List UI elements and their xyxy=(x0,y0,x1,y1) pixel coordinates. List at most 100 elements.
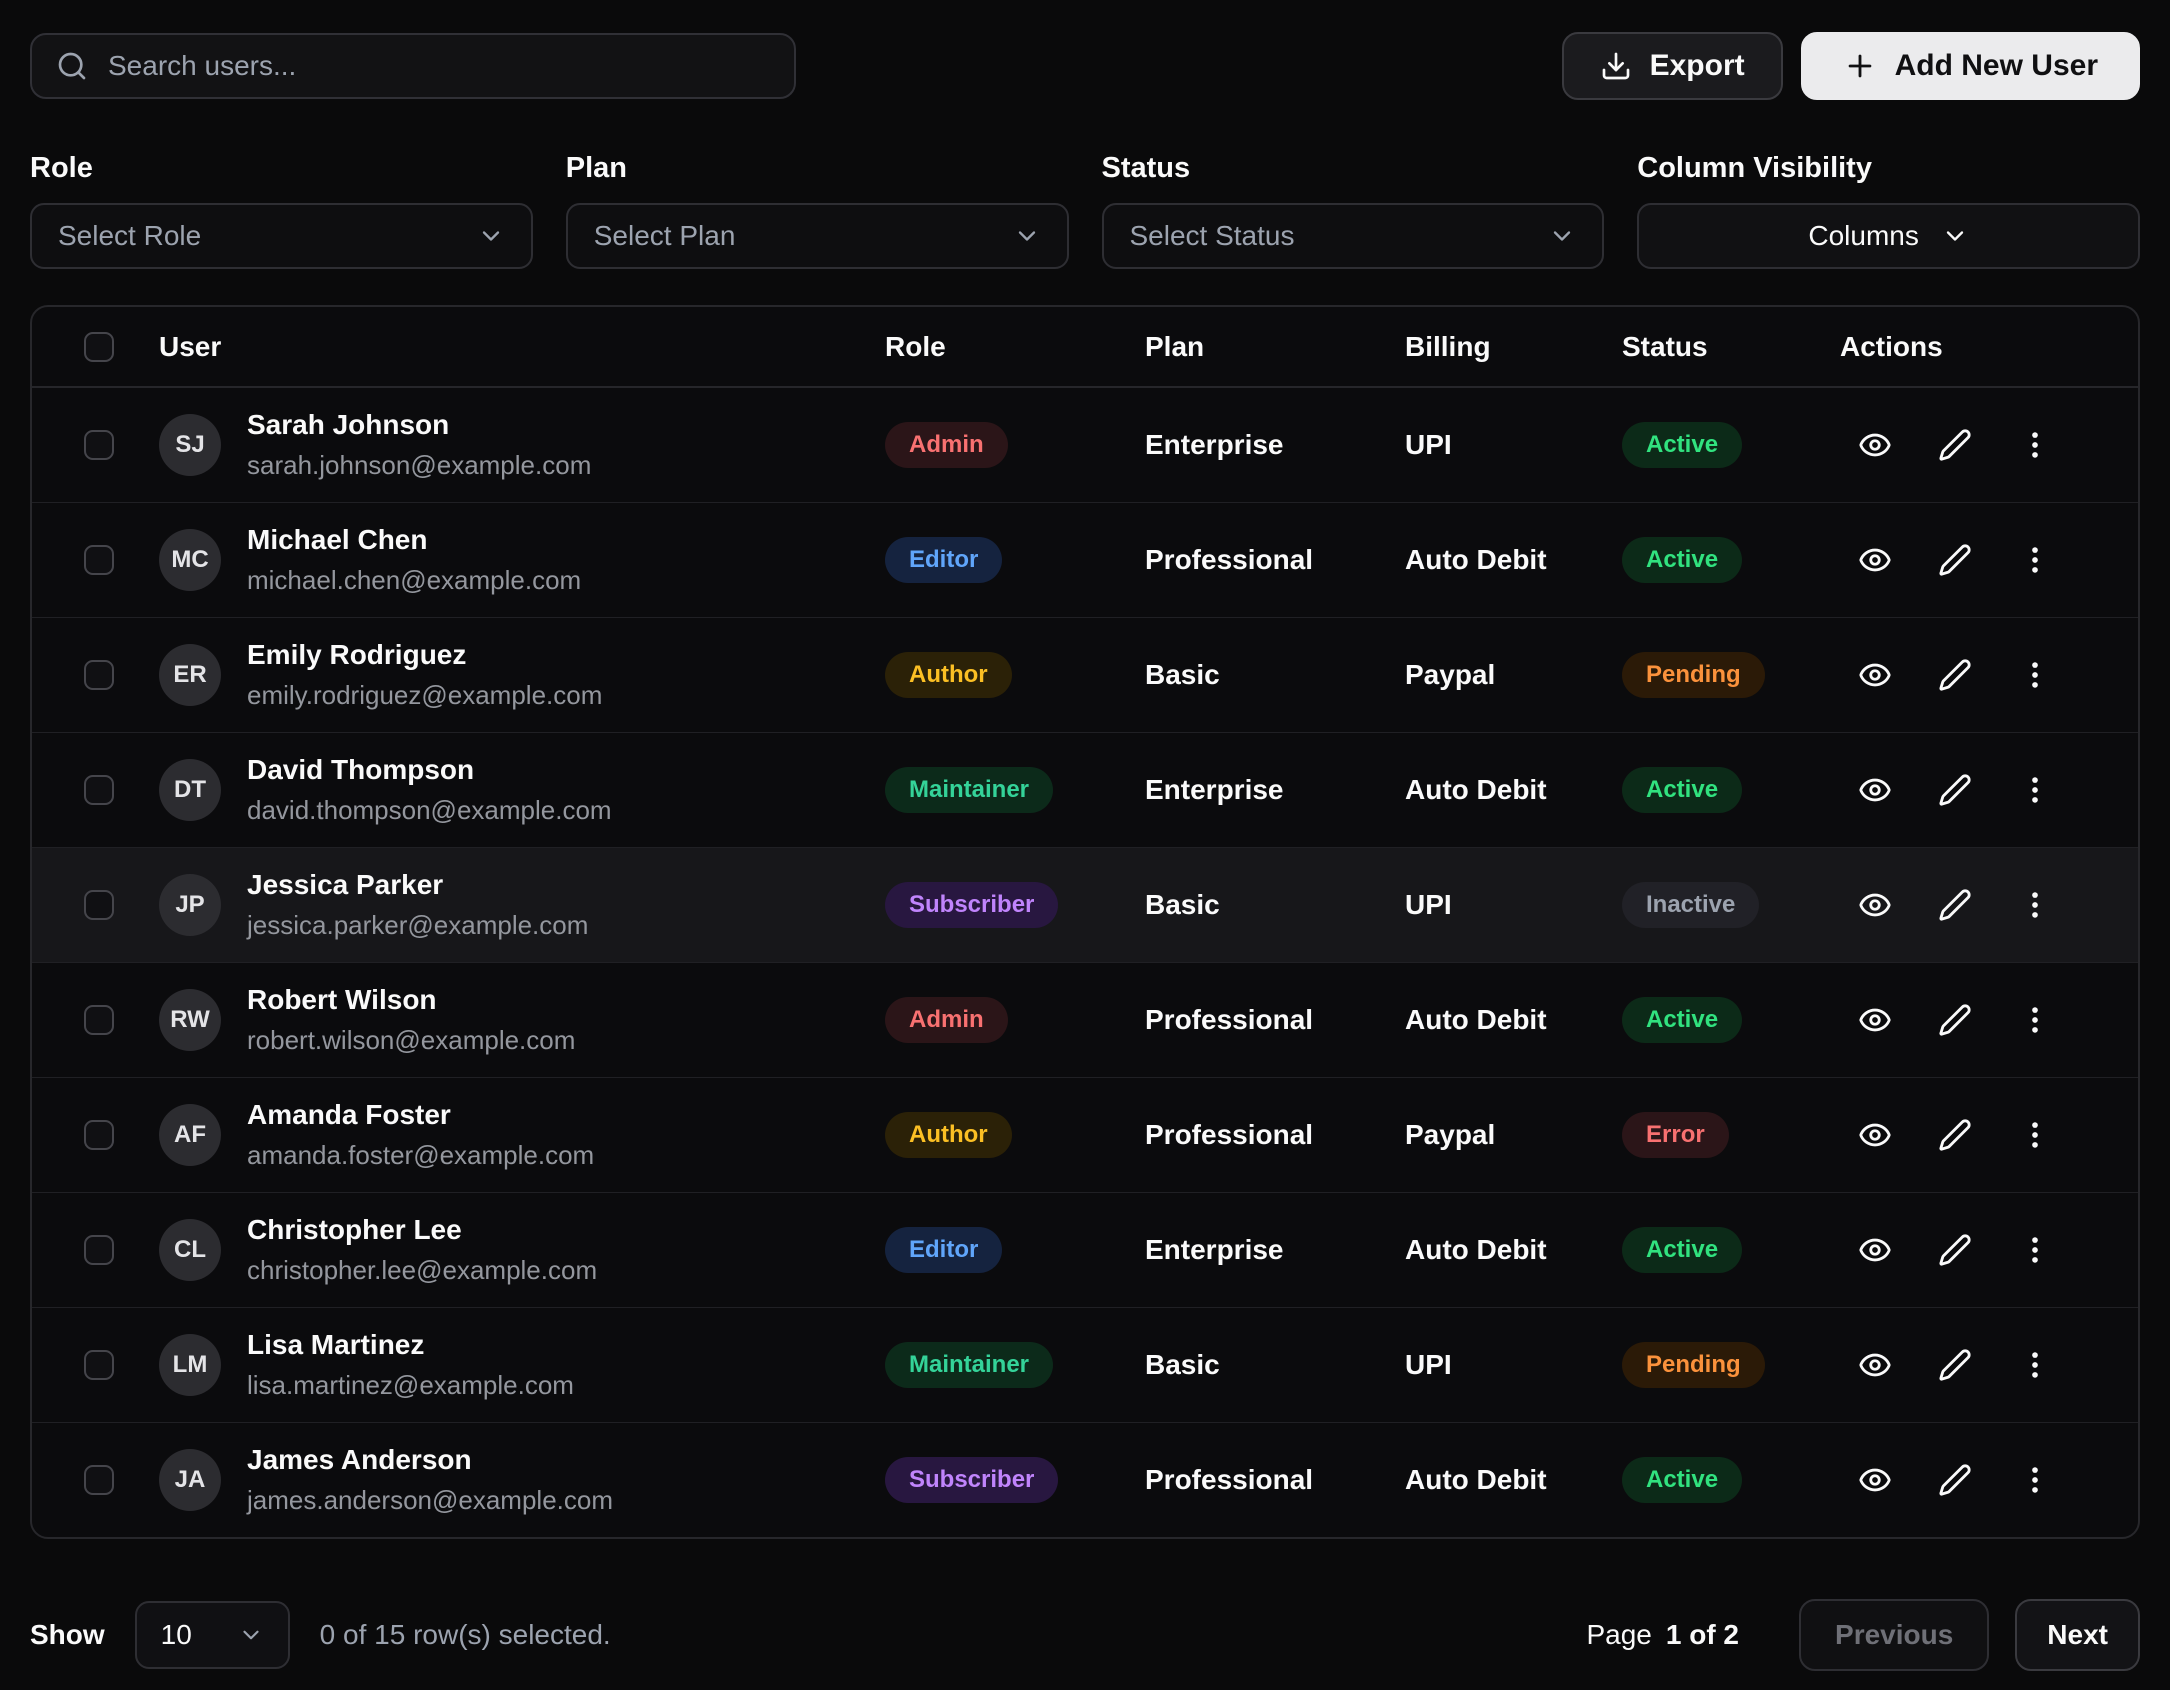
page-size-select[interactable]: 10 xyxy=(134,1601,290,1669)
edit-button[interactable] xyxy=(1938,1348,1972,1382)
pagination-bar: Show 10 0 of 15 row(s) selected. Page 1 … xyxy=(0,1539,2170,1671)
columns-button-value: Columns xyxy=(1808,220,1919,251)
row-menu-button[interactable] xyxy=(2018,773,2052,807)
table-row: CL Christopher Lee christopher.lee@examp… xyxy=(32,1192,2138,1308)
row-checkbox[interactable] xyxy=(84,1349,114,1380)
columns-button[interactable]: Columns xyxy=(1637,203,2140,269)
export-button[interactable]: Export xyxy=(1561,32,1783,100)
billing-cell: Auto Debit xyxy=(1372,502,1592,618)
avatar: LM xyxy=(159,1333,221,1396)
row-menu-button[interactable] xyxy=(2018,888,2052,922)
plus-icon xyxy=(1843,49,1877,83)
edit-button[interactable] xyxy=(1938,543,1972,577)
table-header-row: User Role Plan Billing Status Actions xyxy=(32,307,2138,388)
row-menu-button[interactable] xyxy=(2018,1233,2052,1267)
status-badge: Active xyxy=(1622,1226,1743,1273)
plan-cell: Professional xyxy=(1112,1077,1372,1193)
column-header-billing: Billing xyxy=(1372,307,1592,388)
search-box[interactable] xyxy=(30,33,796,99)
table-body: SJ Sarah Johnson sarah.johnson@example.c… xyxy=(32,387,2138,1537)
page-indicator: Page 1 of 2 xyxy=(1586,1619,1739,1651)
column-header-actions: Actions xyxy=(1832,307,2138,388)
user-name: Amanda Foster xyxy=(247,1099,451,1131)
role-badge: Admin xyxy=(885,421,1008,468)
row-menu-button[interactable] xyxy=(2018,1118,2052,1152)
edit-button[interactable] xyxy=(1938,1233,1972,1267)
user-email: david.thompson@example.com xyxy=(247,794,612,825)
user-name: Emily Rodriguez xyxy=(247,639,467,671)
plan-cell: Enterprise xyxy=(1112,732,1372,848)
plan-cell: Professional xyxy=(1112,962,1372,1078)
view-button[interactable] xyxy=(1858,1463,1892,1497)
edit-button[interactable] xyxy=(1938,428,1972,462)
billing-cell: UPI xyxy=(1372,847,1592,963)
row-checkbox[interactable] xyxy=(84,889,114,920)
row-checkbox[interactable] xyxy=(84,659,114,690)
role-badge: Author xyxy=(885,651,1012,698)
table-row: RW Robert Wilson robert.wilson@example.c… xyxy=(32,962,2138,1078)
view-button[interactable] xyxy=(1858,1348,1892,1382)
edit-button[interactable] xyxy=(1938,888,1972,922)
plan-cell: Professional xyxy=(1112,502,1372,618)
user-name: James Anderson xyxy=(247,1444,472,1476)
row-menu-button[interactable] xyxy=(2018,543,2052,577)
plan-select[interactable]: Select Plan xyxy=(565,203,1069,269)
view-button[interactable] xyxy=(1858,428,1892,462)
row-checkbox[interactable] xyxy=(84,1234,114,1265)
row-menu-button[interactable] xyxy=(2018,658,2052,692)
billing-cell: Paypal xyxy=(1372,617,1592,733)
select-all-checkbox[interactable] xyxy=(84,331,114,362)
status-select[interactable]: Select Status xyxy=(1101,203,1605,269)
view-button[interactable] xyxy=(1858,1118,1892,1152)
role-filter-label: Role xyxy=(30,152,93,184)
edit-button[interactable] xyxy=(1938,1463,1972,1497)
filter-columns: Column Visibility Columns xyxy=(1637,152,2140,269)
view-button[interactable] xyxy=(1858,1003,1892,1037)
edit-button[interactable] xyxy=(1938,773,1972,807)
add-new-user-button[interactable]: Add New User xyxy=(1800,32,2140,100)
row-checkbox[interactable] xyxy=(84,1464,114,1495)
next-button[interactable]: Next xyxy=(2015,1599,2140,1671)
row-menu-button[interactable] xyxy=(2018,1003,2052,1037)
previous-button[interactable]: Previous xyxy=(1799,1599,1990,1671)
eye-icon xyxy=(1858,888,1892,922)
filter-role: Role Select Role xyxy=(30,152,533,269)
filter-status: Status Select Status xyxy=(1101,152,1605,269)
user-email: jessica.parker@example.com xyxy=(247,909,589,940)
row-checkbox[interactable] xyxy=(84,1119,114,1150)
row-checkbox[interactable] xyxy=(84,544,114,575)
download-icon xyxy=(1600,50,1632,82)
row-menu-button[interactable] xyxy=(2018,1348,2052,1382)
edit-button[interactable] xyxy=(1938,1118,1972,1152)
row-checkbox[interactable] xyxy=(84,774,114,805)
view-button[interactable] xyxy=(1858,1233,1892,1267)
search-input[interactable] xyxy=(108,50,770,82)
billing-cell: Auto Debit xyxy=(1372,732,1592,848)
role-badge: Author xyxy=(885,1111,1012,1158)
view-button[interactable] xyxy=(1858,773,1892,807)
edit-button[interactable] xyxy=(1938,658,1972,692)
view-button[interactable] xyxy=(1858,543,1892,577)
row-menu-button[interactable] xyxy=(2018,1463,2052,1497)
view-button[interactable] xyxy=(1858,658,1892,692)
kebab-menu-icon xyxy=(2018,773,2052,807)
avatar: ER xyxy=(159,643,221,706)
user-name: Lisa Martinez xyxy=(247,1329,425,1361)
eye-icon xyxy=(1858,543,1892,577)
edit-button[interactable] xyxy=(1938,1003,1972,1037)
view-button[interactable] xyxy=(1858,888,1892,922)
kebab-menu-icon xyxy=(2018,543,2052,577)
kebab-menu-icon xyxy=(2018,888,2052,922)
user-email: james.anderson@example.com xyxy=(247,1484,614,1515)
row-checkbox[interactable] xyxy=(84,1004,114,1035)
row-menu-button[interactable] xyxy=(2018,428,2052,462)
kebab-menu-icon xyxy=(2018,428,2052,462)
avatar: RW xyxy=(159,988,221,1051)
avatar: JA xyxy=(159,1448,221,1511)
role-select[interactable]: Select Role xyxy=(30,203,533,269)
role-badge: Maintainer xyxy=(885,766,1054,813)
page-value: 1 of 2 xyxy=(1665,1619,1740,1650)
eye-icon xyxy=(1858,658,1892,692)
row-checkbox[interactable] xyxy=(84,429,114,460)
user-name: Robert Wilson xyxy=(247,984,437,1016)
